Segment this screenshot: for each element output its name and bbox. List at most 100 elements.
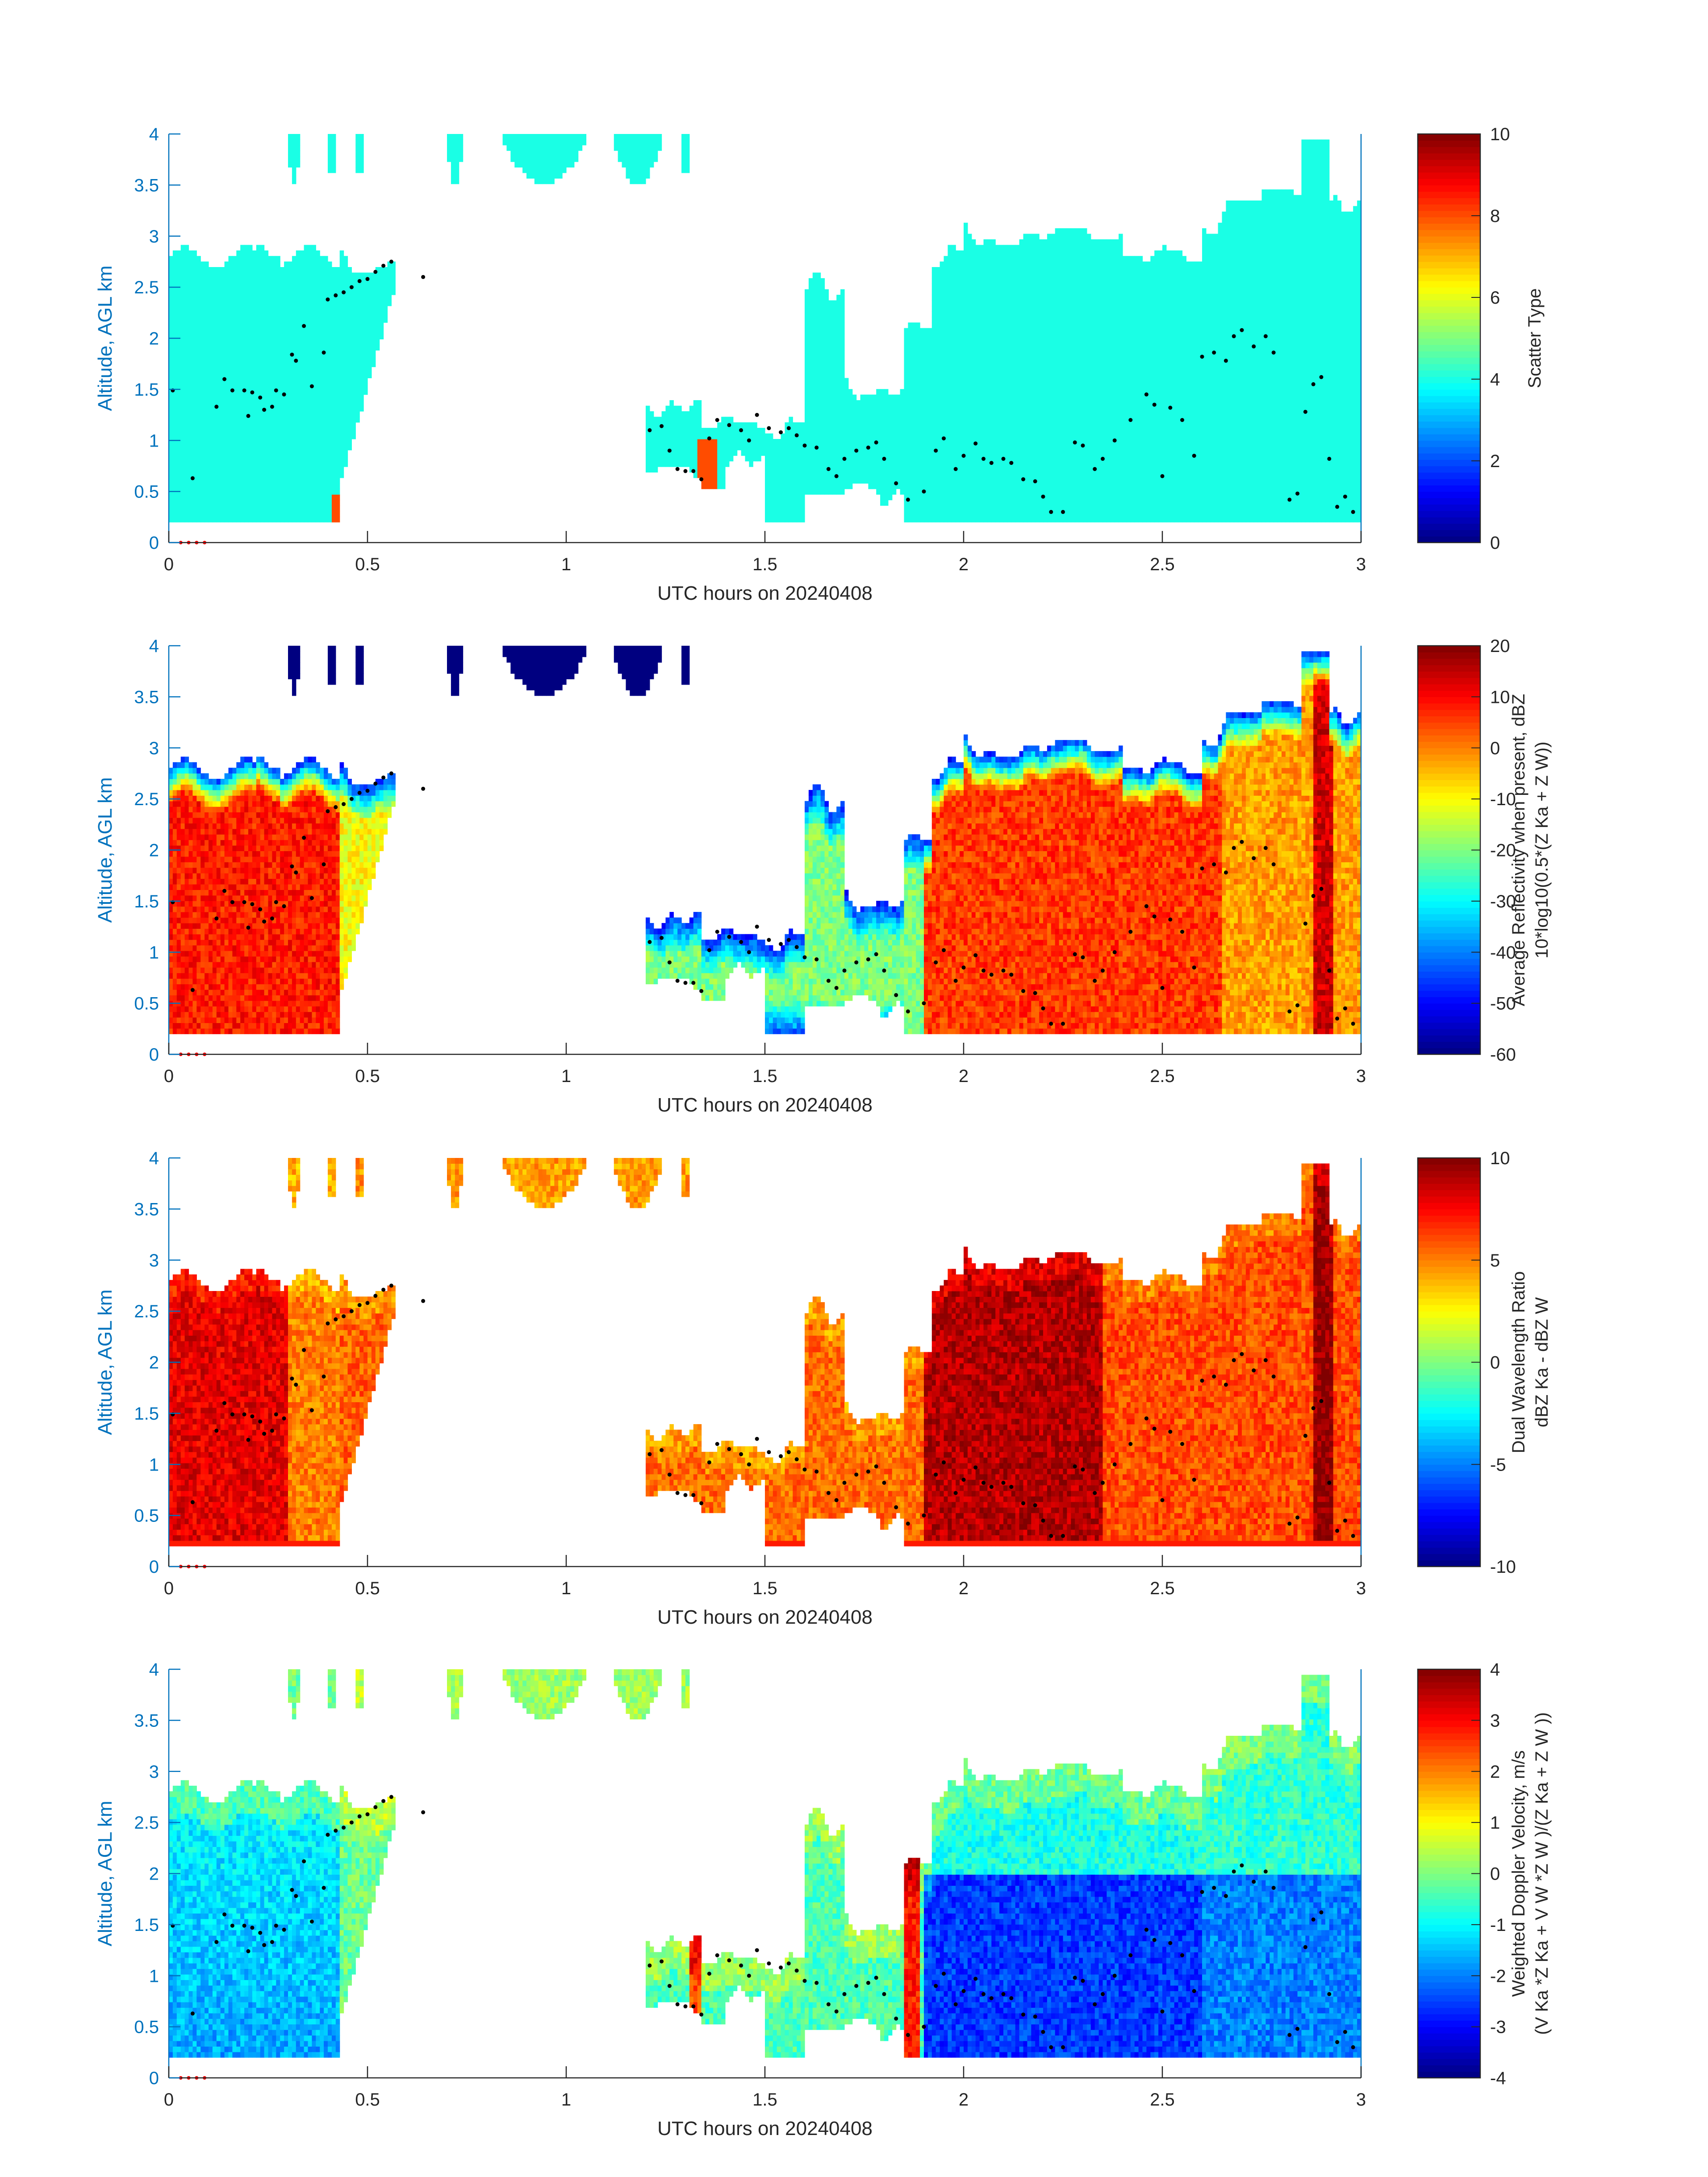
heatmap-cell	[248, 422, 253, 428]
heatmap-cell	[371, 361, 376, 368]
heatmap-cell	[999, 405, 1004, 412]
heatmap-cell	[904, 461, 908, 467]
heatmap-cell	[232, 311, 237, 318]
heatmap-cell	[908, 322, 912, 329]
heatmap-cell	[312, 261, 316, 267]
heatmap-cell	[200, 383, 205, 389]
heatmap-cell	[339, 383, 344, 389]
heatmap-cell	[280, 489, 284, 495]
heatmap-cell	[960, 483, 964, 489]
heatmap-cell	[209, 422, 213, 428]
heatmap-cell	[952, 295, 956, 301]
heatmap-cell	[940, 433, 944, 439]
heatmap-cell	[908, 367, 912, 373]
heatmap-cell	[304, 500, 309, 506]
heatmap-cell	[184, 317, 189, 323]
heatmap-cell	[570, 156, 575, 162]
heatmap-cell	[228, 355, 233, 362]
heatmap-cell	[960, 411, 964, 417]
heatmap-cell	[991, 284, 996, 290]
heatmap-cell	[991, 378, 996, 384]
heatmap-cell	[987, 261, 992, 267]
heatmap-cell	[991, 239, 996, 245]
heatmap-cell	[351, 422, 356, 428]
heatmap-cell	[960, 516, 964, 522]
heatmap-cell	[967, 261, 972, 267]
heatmap-cell	[836, 394, 841, 401]
heatmap-cell	[180, 334, 185, 339]
heatmap-cell	[824, 322, 829, 329]
heatmap-cell	[232, 339, 237, 345]
heatmap-cell	[920, 483, 924, 489]
heatmap-cell	[1003, 372, 1008, 378]
heatmap-cell	[927, 489, 932, 495]
heatmap-cell	[697, 439, 702, 445]
heatmap-cell	[256, 334, 261, 339]
heatmap-cell	[180, 439, 185, 445]
heatmap-cell	[363, 295, 368, 301]
heatmap-cell	[820, 344, 825, 351]
heatmap-cell	[224, 355, 229, 362]
heatmap-cell	[300, 339, 305, 345]
heatmap-cell	[320, 489, 324, 495]
heatmap-cell	[308, 317, 312, 323]
heatmap-cell	[228, 256, 233, 262]
heatmap-cell	[920, 339, 924, 345]
heatmap-cell	[224, 334, 229, 339]
heatmap-cell	[848, 422, 853, 428]
heatmap-cell	[300, 383, 305, 389]
heatmap-cell	[808, 405, 813, 412]
heatmap-cell	[212, 417, 217, 423]
heatmap-cell	[840, 367, 845, 373]
heatmap-cell	[363, 328, 368, 334]
heatmap-cell	[1003, 455, 1008, 462]
heatmap-cell	[308, 311, 312, 318]
heatmap-cell	[967, 500, 972, 506]
heatmap-cell	[952, 328, 956, 334]
heatmap-cell	[630, 145, 634, 151]
heatmap-cell	[220, 417, 225, 423]
heatmap-cell	[196, 455, 201, 462]
heatmap-cell	[343, 334, 348, 339]
heatmap-cell	[192, 250, 197, 256]
heatmap-cell	[451, 145, 455, 151]
heatmap-cell	[236, 500, 241, 506]
heatmap-cell	[328, 483, 332, 489]
heatmap-cell	[713, 428, 718, 434]
heatmap-cell	[240, 439, 245, 445]
heatmap-cell	[196, 278, 201, 284]
heatmap-cell	[964, 250, 968, 256]
heatmap-cell	[343, 317, 348, 323]
heatmap-cell	[900, 455, 905, 462]
heatmap-cell	[1007, 477, 1012, 484]
heatmap-cell	[200, 317, 205, 323]
heatmap-cell	[192, 355, 197, 362]
heatmap-cell	[248, 472, 253, 478]
heatmap-cell	[927, 483, 932, 489]
heatmap-cell	[236, 355, 241, 362]
heatmap-cell	[948, 272, 952, 279]
heatmap-cell	[343, 278, 348, 284]
heatmap-cell	[331, 267, 336, 273]
heatmap-cell	[196, 300, 201, 306]
heatmap-cell	[892, 477, 897, 484]
heatmap-cell	[530, 139, 535, 146]
heatmap-cell	[292, 483, 296, 489]
heatmap-cell	[952, 472, 956, 478]
heatmap-cell	[1003, 428, 1008, 434]
heatmap-cell	[216, 295, 221, 301]
heatmap-cell	[927, 477, 932, 484]
heatmap-cell	[773, 500, 777, 506]
heatmap-cell	[975, 461, 980, 467]
heatmap-cell	[908, 433, 912, 439]
heatmap-cell	[944, 344, 948, 351]
heatmap-cell	[248, 328, 253, 334]
heatmap-cell	[1003, 328, 1008, 334]
heatmap-cell	[920, 344, 924, 351]
heatmap-cell	[188, 444, 193, 451]
heatmap-cell	[292, 150, 296, 157]
heatmap-cell	[952, 455, 956, 462]
heatmap-cell	[896, 411, 901, 417]
heatmap-cell	[952, 500, 956, 506]
heatmap-cell	[908, 483, 912, 489]
